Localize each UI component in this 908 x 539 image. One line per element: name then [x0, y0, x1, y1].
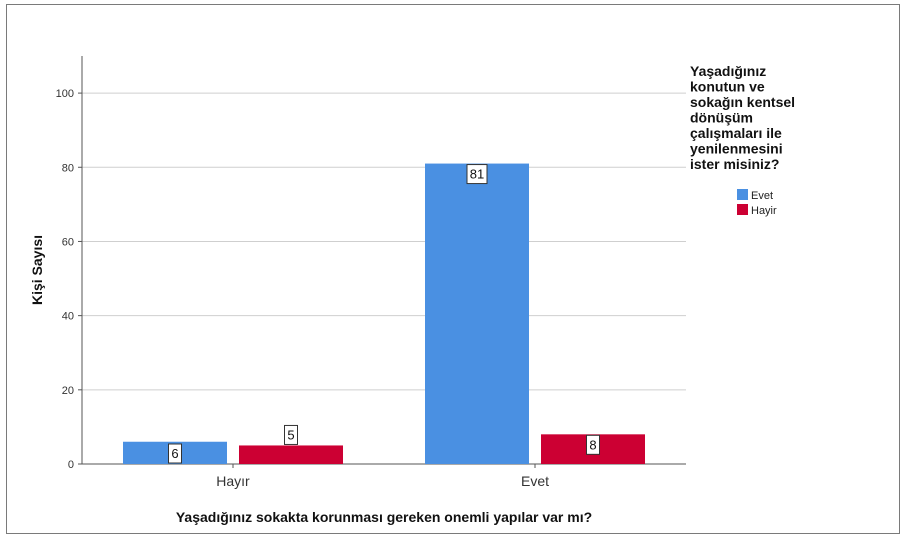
- data-label: 5: [287, 427, 294, 442]
- data-label: 6: [171, 446, 178, 461]
- legend-title-line: sokağın kentsel: [690, 94, 795, 110]
- y-tick-label: 20: [62, 385, 74, 397]
- y-tick-label: 80: [62, 162, 74, 174]
- y-axis-label: Kişi Sayısı: [29, 235, 45, 305]
- legend-swatch: [737, 204, 748, 215]
- legend-title-line: yenilenmesini: [690, 141, 783, 157]
- bar: [239, 445, 343, 464]
- legend-title-line: ister misiniz?: [690, 156, 779, 172]
- data-label: 8: [589, 437, 596, 452]
- y-tick-label: 40: [62, 311, 74, 323]
- legend-title-line: Yaşadığınız: [690, 63, 766, 79]
- data-label: 81: [470, 167, 484, 182]
- y-tick-label: 100: [56, 88, 74, 100]
- legend-title-line: çalışmaları ile: [690, 125, 782, 141]
- legend-swatch: [737, 189, 748, 200]
- bar: [425, 163, 529, 464]
- x-tick-label: Hayır: [216, 473, 250, 489]
- legend-label: Hayir: [751, 205, 777, 217]
- data-label-box: [168, 443, 182, 464]
- y-tick-label: 0: [68, 459, 74, 471]
- data-label-box: [466, 164, 488, 185]
- data-label-box: [284, 424, 298, 445]
- legend-title-line: dönüşüm: [690, 110, 753, 126]
- legend-title-line: konutun ve: [690, 79, 765, 95]
- x-tick-label: Evet: [521, 473, 549, 489]
- data-label-box: [586, 434, 600, 455]
- legend-label: Evet: [751, 190, 773, 202]
- x-axis-label: Yaşadığınız sokakta korunması gereken on…: [176, 509, 592, 525]
- y-tick-label: 60: [62, 236, 74, 248]
